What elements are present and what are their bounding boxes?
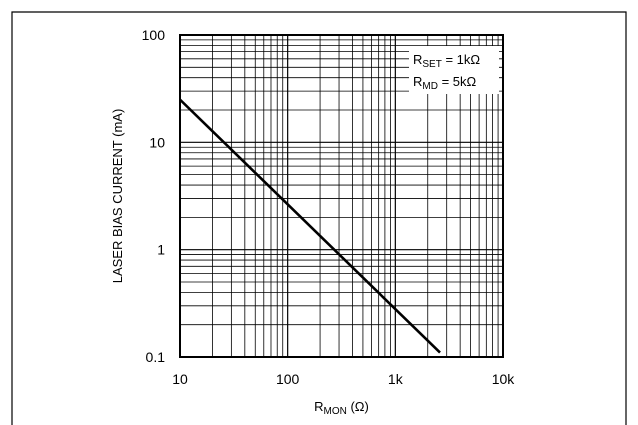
legend-entry-rset: RSET = 1kΩ [413,52,480,70]
y-axis-label: LASER BIAS CURRENT (mA) [110,109,125,284]
y-tick-label: 1 [157,242,165,258]
x-tick-label: 1k [388,371,404,387]
legend: RSET = 1kΩ RMD = 5kΩ [409,46,499,94]
series-line-0 [179,98,441,354]
y-tick-label: 100 [142,27,166,43]
y-tick-label: 10 [149,134,165,150]
series-group [179,98,441,354]
legend-background [409,46,499,94]
legend-entry-rmd: RMD = 5kΩ [413,74,476,92]
figure-border [11,11,627,425]
plot-area-border [179,34,504,358]
y-tick-labels: 100 10 1 0.1 [142,27,166,365]
x-tick-label: 10k [492,371,516,387]
x-tick-labels: 10 100 1k 10k [172,371,515,387]
x-tick-label: 10 [172,371,188,387]
y-tick-label: 0.1 [146,349,166,365]
x-tick-label: 100 [276,371,300,387]
x-axis-label: RMON (Ω) [314,399,369,417]
